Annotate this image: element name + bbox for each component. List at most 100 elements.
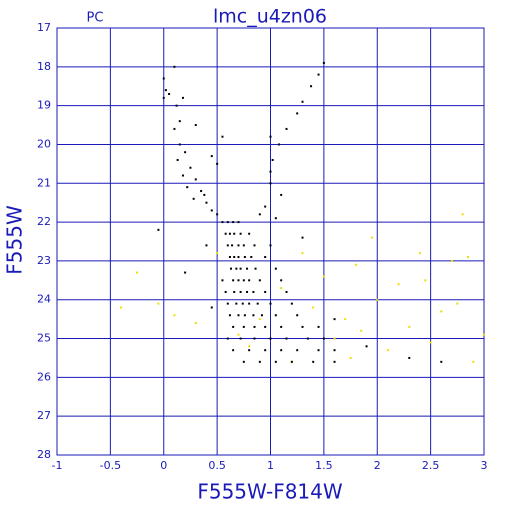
point <box>194 178 197 181</box>
point <box>224 290 227 293</box>
point <box>450 259 453 262</box>
point <box>360 329 363 332</box>
point <box>228 256 231 259</box>
point <box>194 322 197 325</box>
point <box>200 190 203 193</box>
point <box>232 325 235 328</box>
point <box>242 244 245 247</box>
point <box>258 279 261 282</box>
point <box>120 306 123 309</box>
y-tick-label: 26 <box>37 370 51 383</box>
point <box>269 135 272 138</box>
point <box>429 341 432 344</box>
point <box>269 182 272 185</box>
point <box>264 325 267 328</box>
point <box>242 360 245 363</box>
point <box>237 244 240 247</box>
point <box>248 349 251 352</box>
point <box>248 279 251 282</box>
point <box>233 256 236 259</box>
point <box>285 127 288 130</box>
point <box>483 333 485 336</box>
point <box>253 337 256 340</box>
point <box>280 349 283 352</box>
point <box>178 120 181 123</box>
point <box>466 256 469 259</box>
point <box>205 244 208 247</box>
x-tick-label: 1 <box>267 459 274 472</box>
point <box>344 318 347 321</box>
x-tick-label: -0.5 <box>100 459 121 472</box>
y-tick-label: 22 <box>37 215 51 228</box>
point <box>333 349 336 352</box>
point <box>226 337 229 340</box>
point <box>274 314 277 317</box>
point <box>258 213 261 216</box>
point <box>176 158 179 161</box>
point <box>246 290 249 293</box>
point <box>173 65 176 68</box>
point <box>290 360 293 363</box>
y-tick-label: 27 <box>37 409 51 422</box>
point <box>386 349 389 352</box>
point <box>258 318 261 321</box>
point <box>472 360 475 363</box>
point <box>181 174 184 177</box>
point <box>296 349 299 352</box>
point <box>239 267 242 270</box>
point <box>274 267 277 270</box>
point <box>164 89 167 92</box>
point <box>243 256 246 259</box>
point <box>370 236 373 239</box>
point <box>216 252 219 255</box>
point <box>376 298 379 301</box>
x-tick-label: 2.5 <box>422 459 440 472</box>
point <box>333 337 336 340</box>
point <box>296 112 299 115</box>
point <box>210 155 213 158</box>
point <box>264 205 267 208</box>
corner-label: PC <box>87 11 104 26</box>
x-tick-label: 2 <box>374 459 381 472</box>
x-tick-label: 0.5 <box>208 459 226 472</box>
point <box>264 349 267 352</box>
point <box>186 186 189 189</box>
point <box>312 360 315 363</box>
point <box>252 290 255 293</box>
point <box>221 221 224 224</box>
point <box>408 325 411 328</box>
point <box>296 314 299 317</box>
y-tick-label: 28 <box>37 448 51 461</box>
point <box>228 232 231 235</box>
x-tick-label: 0 <box>160 459 167 472</box>
point <box>239 290 242 293</box>
point <box>252 314 255 317</box>
point <box>248 232 251 235</box>
point <box>285 290 288 293</box>
point <box>242 279 245 282</box>
x-axis-label: F555W-F814W <box>197 480 343 504</box>
point <box>210 306 213 309</box>
point <box>205 201 208 204</box>
point <box>280 287 283 290</box>
point <box>237 314 240 317</box>
point <box>168 92 171 95</box>
point <box>254 267 257 270</box>
y-tick-label: 21 <box>37 176 51 189</box>
point <box>162 96 165 99</box>
point <box>246 267 249 270</box>
point <box>280 325 283 328</box>
point <box>232 349 235 352</box>
point <box>241 302 244 305</box>
point <box>216 162 219 165</box>
point <box>349 356 352 359</box>
point <box>232 221 235 224</box>
point <box>189 166 192 169</box>
point <box>175 104 178 107</box>
point <box>184 151 187 154</box>
point <box>424 279 427 282</box>
point <box>271 158 274 161</box>
point <box>173 127 176 130</box>
point <box>322 337 325 340</box>
point <box>253 244 256 247</box>
